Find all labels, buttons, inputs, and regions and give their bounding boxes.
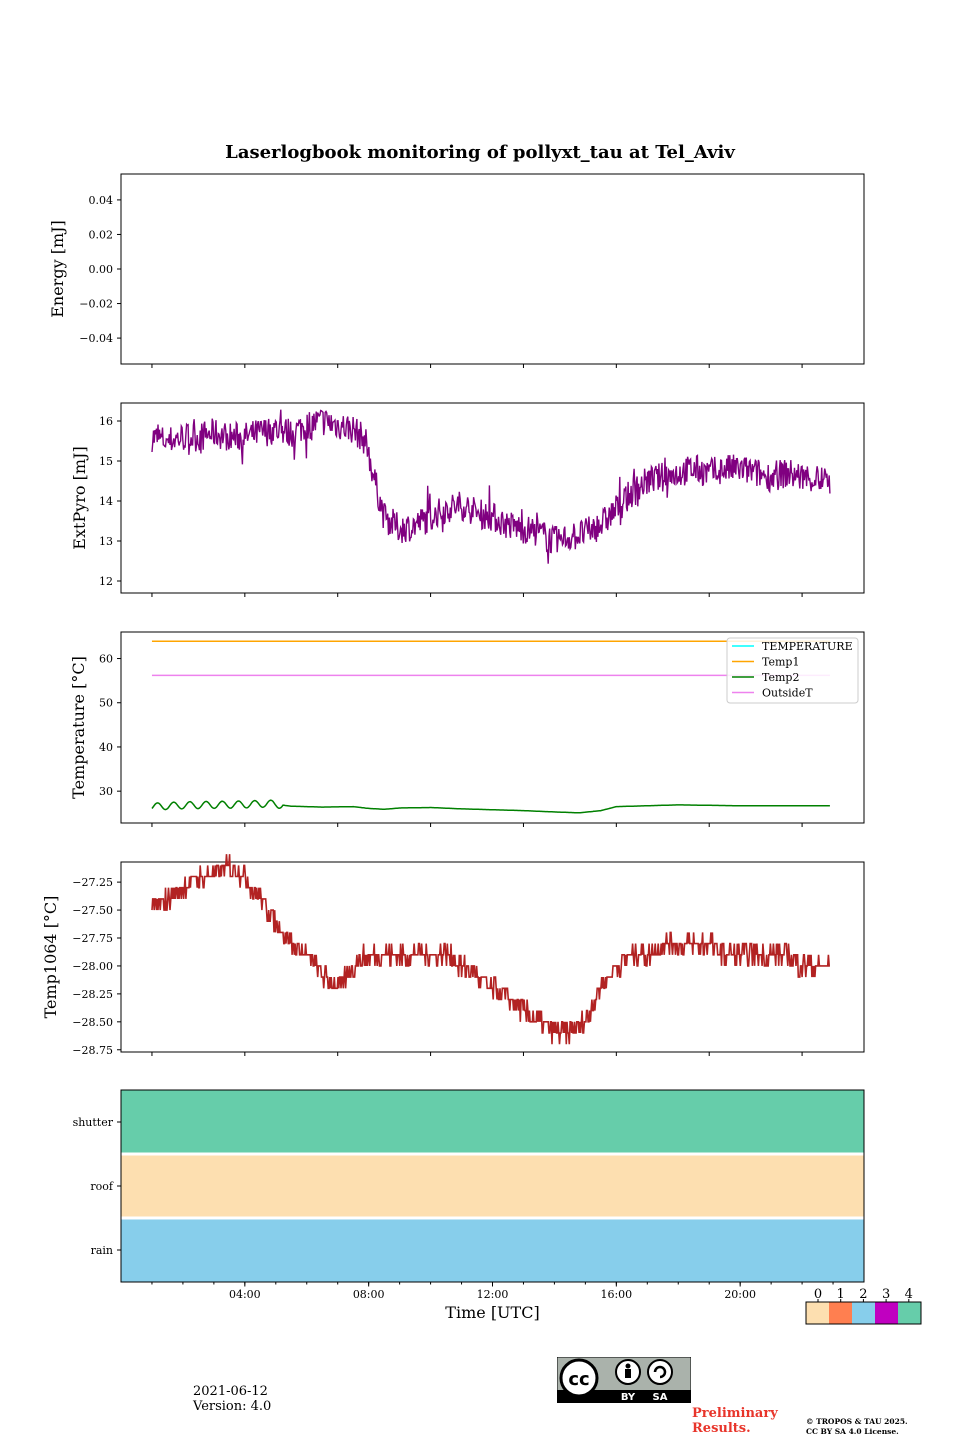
x-tick-label: 20:00 xyxy=(724,1288,756,1301)
cc-license-badge: cc BY SA xyxy=(557,1357,691,1403)
status-row-roof xyxy=(121,1154,864,1218)
series-line-temp1064 xyxy=(151,854,830,1045)
y-tick-label: −28.25 xyxy=(72,988,113,1001)
y-tick-label: 15 xyxy=(99,455,113,468)
x-tick-label: 16:00 xyxy=(600,1288,632,1301)
y-tick-label: 0.02 xyxy=(89,228,114,241)
y-tick-label: −0.04 xyxy=(79,332,113,345)
y-tick-label: 0.04 xyxy=(89,194,114,207)
date-version-block: 2021-06-12 Version: 4.0 xyxy=(193,1384,271,1414)
y-tick-label: 60 xyxy=(99,653,113,666)
panel-4: −27.25 −27.50 −27.75 −28.00 −28.25 −28.50 −28.… xyxy=(41,861,865,1057)
y-tick-label: 40 xyxy=(99,741,113,754)
preliminary-line-2: Results. xyxy=(692,1421,751,1436)
status-row-shutter xyxy=(121,1090,864,1154)
y-tick-label: 13 xyxy=(99,535,113,548)
colorbar-cell xyxy=(875,1302,898,1324)
colorbar-tick-label: 3 xyxy=(882,1287,890,1302)
copyright-note: © TROPOS & TAU 2025. CC BY SA 4.0 Licens… xyxy=(806,1417,908,1437)
y-axis-label: Energy [mJ] xyxy=(48,220,67,318)
legend-entry: TEMPERATURE xyxy=(762,640,853,653)
y-tick-label: −28.50 xyxy=(72,1016,113,1029)
version-text: Version: 4.0 xyxy=(193,1399,272,1414)
legend-entry: Temp1 xyxy=(762,656,799,669)
colorbar-tick-label: 4 xyxy=(905,1287,913,1302)
x-tick-label: 12:00 xyxy=(477,1288,509,1301)
y-axis-label: Temperature [°C] xyxy=(69,656,88,799)
y-tick-label: 14 xyxy=(99,495,113,508)
x-tick-label: 04:00 xyxy=(229,1288,261,1301)
legend: TEMPERATURE Temp1 Temp2 OutsideT xyxy=(726,637,859,704)
preliminary-line-1: Preliminary xyxy=(692,1406,778,1421)
y-tick-label: 30 xyxy=(99,785,113,798)
panel-1: 0.04 0.02 0.00 −0.02 −0.04 Energy [mJ] xyxy=(48,173,865,368)
y-tick-label: −27.75 xyxy=(72,932,113,945)
colorbar-cell xyxy=(829,1302,852,1324)
colorbar-cell xyxy=(852,1302,875,1324)
x-axis-label: Time [UTC] xyxy=(445,1303,539,1322)
legend-box xyxy=(726,637,859,704)
sa-text: SA xyxy=(653,1392,668,1403)
legend-entry: OutsideT xyxy=(762,687,813,700)
status-row-rain xyxy=(121,1218,864,1282)
y-tick-label: −28.75 xyxy=(72,1044,113,1057)
x-tick-label: 08:00 xyxy=(353,1288,385,1301)
by-text: BY xyxy=(621,1392,636,1403)
colorbar-cell xyxy=(806,1302,829,1324)
panel-5: shutter roof rain 04:00 08:00 12:00 16:00 20:00… xyxy=(73,1089,865,1322)
copyright-line-2: CC BY SA 4.0 License. xyxy=(806,1427,899,1436)
plot-area xyxy=(120,402,865,594)
colorbar-tick-label: 0 xyxy=(814,1287,822,1302)
y-tick-label: 12 xyxy=(99,575,113,588)
y-tick-label: −28.00 xyxy=(72,960,113,973)
y-tick-label: 16 xyxy=(99,415,113,428)
date-text: 2021-06-12 xyxy=(193,1384,268,1399)
series-line-extpyro xyxy=(151,409,831,564)
y-tick-label: 50 xyxy=(99,697,113,710)
colorbar-tick-label: 2 xyxy=(859,1287,867,1302)
y-tick-label: −27.50 xyxy=(72,904,113,917)
colorbar-cell xyxy=(898,1302,921,1324)
sa-icon xyxy=(647,1359,673,1385)
plot-area xyxy=(120,173,865,365)
cc-icon xyxy=(559,1358,599,1398)
row-label-shutter: shutter xyxy=(73,1116,114,1129)
figure-title: Laserlogbook monitoring of pollyxt_tau a… xyxy=(225,142,735,163)
y-tick-label: −0.02 xyxy=(79,298,113,311)
y-tick-label: −27.25 xyxy=(72,876,113,889)
preliminary-results-note: Preliminary Results. xyxy=(692,1406,778,1436)
row-label-roof: roof xyxy=(90,1180,114,1193)
cc-text: cc xyxy=(568,1369,589,1390)
colorbar-tick-label: 1 xyxy=(837,1287,845,1302)
row-label-rain: rain xyxy=(91,1244,113,1257)
y-axis-label: Temp1064 [°C] xyxy=(41,896,60,1019)
series-line-temp2 xyxy=(151,799,830,814)
legend-entry: Temp2 xyxy=(762,671,799,684)
y-axis-label: ExtPyro [mJ] xyxy=(70,446,89,549)
y-tick-label: 0.00 xyxy=(89,263,114,276)
copyright-line-1: © TROPOS & TAU 2025. xyxy=(806,1417,908,1426)
